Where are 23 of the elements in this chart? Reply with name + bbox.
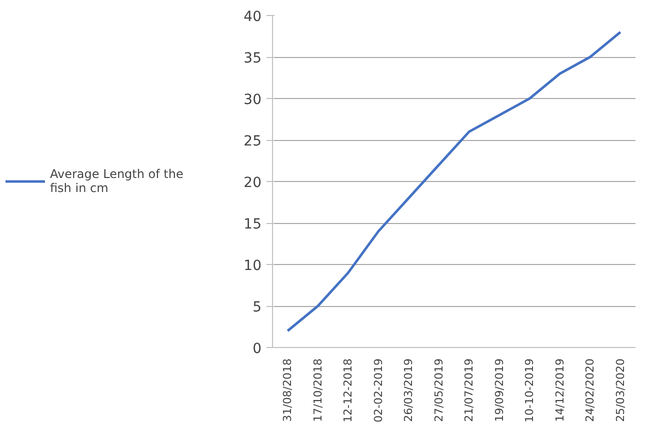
x-tick-label: 26/03/2019 bbox=[402, 358, 416, 422]
y-tick-label: 25 bbox=[244, 134, 262, 150]
x-tick-label: 27/05/2019 bbox=[432, 358, 446, 422]
y-tick-label: 0 bbox=[252, 341, 262, 357]
line-series bbox=[286, 30, 622, 332]
legend-label: Average Length of the fish in cm bbox=[50, 167, 184, 195]
y-tick-label: 35 bbox=[244, 50, 262, 66]
y-tick-label: 20 bbox=[244, 175, 262, 191]
x-tick-label: 24/02/2020 bbox=[584, 358, 597, 422]
y-tick-label: 40 bbox=[244, 9, 262, 25]
y-tick-label: 5 bbox=[252, 300, 262, 316]
x-tick-label: 10-10-2019 bbox=[523, 358, 536, 422]
y-tick-label: 10 bbox=[244, 258, 262, 274]
y-tick-label: 15 bbox=[244, 216, 262, 232]
x-tick-label: 12-12-2018 bbox=[342, 358, 355, 422]
x-tick-label: 25/03/2020 bbox=[614, 358, 627, 422]
x-tick-label: 19/09/2019 bbox=[492, 358, 506, 422]
y-tick-label: 30 bbox=[244, 92, 262, 108]
x-tick-label: 17/10/2018 bbox=[311, 358, 324, 422]
x-tick-label: 21/07/2019 bbox=[462, 358, 476, 422]
x-tick-label: 14/12/2019 bbox=[553, 358, 566, 422]
x-tick-label: 31/08/2018 bbox=[281, 358, 294, 422]
x-tick-label: 02-02-2019 bbox=[372, 358, 385, 422]
